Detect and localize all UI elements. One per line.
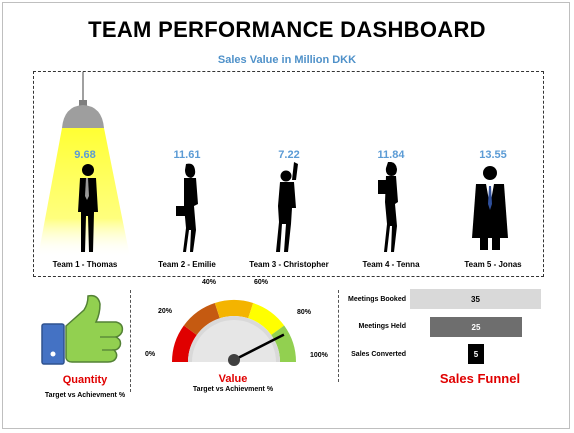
businessman-silhouette-icon — [78, 164, 98, 252]
team-label: Team 2 - Emilie — [158, 260, 216, 269]
team-sales-value: 9.68 — [74, 149, 96, 161]
gauge-tick-label: 80% — [297, 309, 312, 316]
businesswoman-silhouette-icon — [176, 163, 198, 252]
page-title: TEAM PERFORMANCE DASHBOARD — [88, 17, 486, 42]
team-card: 7.22 Team 3 - Christopher — [238, 72, 340, 278]
gauge-segment — [248, 303, 285, 335]
team-sales-value: 11.61 — [173, 149, 201, 161]
gauge-segment — [183, 303, 220, 335]
team-card: 13.55 Team 5 - Jonas — [442, 72, 544, 278]
funnel-title: Sales Funnel — [439, 371, 521, 386]
value-label: Value — [218, 373, 248, 385]
section-divider — [338, 290, 339, 382]
funnel-bar-meetings-held: 25 — [430, 317, 522, 337]
team-label: Team 3 - Christopher — [249, 260, 329, 269]
gauge-tick-label: 60% — [254, 279, 269, 286]
gauge-segment — [172, 325, 197, 362]
funnel-row-label: Sales Converted — [351, 351, 406, 358]
quantity-label: Quantity — [62, 374, 108, 386]
page-subtitle: Sales Value in Million DKK — [217, 54, 357, 66]
teams-panel: 9.68 Team 1 - Thomas 11.61 Team 2 - Emil… — [33, 71, 544, 277]
gauge-needle — [233, 333, 285, 362]
funnel-row-label: Meetings Held — [358, 323, 406, 330]
businessman-celebrating-silhouette-icon — [276, 162, 298, 252]
team-card: 11.61 Team 2 - Emilie — [136, 72, 238, 278]
team-card: 11.84 Team 4 - Tenna — [340, 72, 442, 278]
section-divider — [130, 290, 131, 392]
businesswoman-folder-silhouette-icon — [378, 162, 398, 252]
team-card: 9.68 Team 1 - Thomas — [34, 72, 136, 278]
gauge-segment — [214, 300, 254, 319]
dashboard-frame — [2, 2, 570, 429]
funnel-bar-sales-converted: 5 — [468, 344, 484, 364]
businessman-front-silhouette-icon — [472, 166, 508, 250]
funnel-row-label: Meetings Booked — [348, 296, 406, 303]
gauge-tick-label: 0% — [145, 351, 156, 358]
funnel-bar-meetings-booked: 35 — [410, 289, 541, 309]
team-sales-value: 13.55 — [479, 149, 507, 161]
gauge-icon — [172, 300, 296, 366]
thumbs-up-icon — [41, 294, 124, 365]
team-sales-value: 7.22 — [278, 149, 300, 161]
gauge-segment — [271, 325, 296, 362]
gauge-tick-label: 40% — [202, 279, 217, 286]
team-label: Team 5 - Jonas — [464, 260, 522, 269]
quantity-subtitle: Target vs Achievment % — [44, 392, 126, 399]
value-subtitle: Target vs Achievment % — [192, 386, 274, 393]
team-sales-value: 11.84 — [377, 149, 405, 161]
team-label: Team 1 - Thomas — [52, 260, 118, 269]
gauge-tick-label: 20% — [158, 308, 173, 315]
gauge-tick-label: 100% — [310, 352, 328, 359]
team-label: Team 4 - Tenna — [362, 260, 420, 269]
